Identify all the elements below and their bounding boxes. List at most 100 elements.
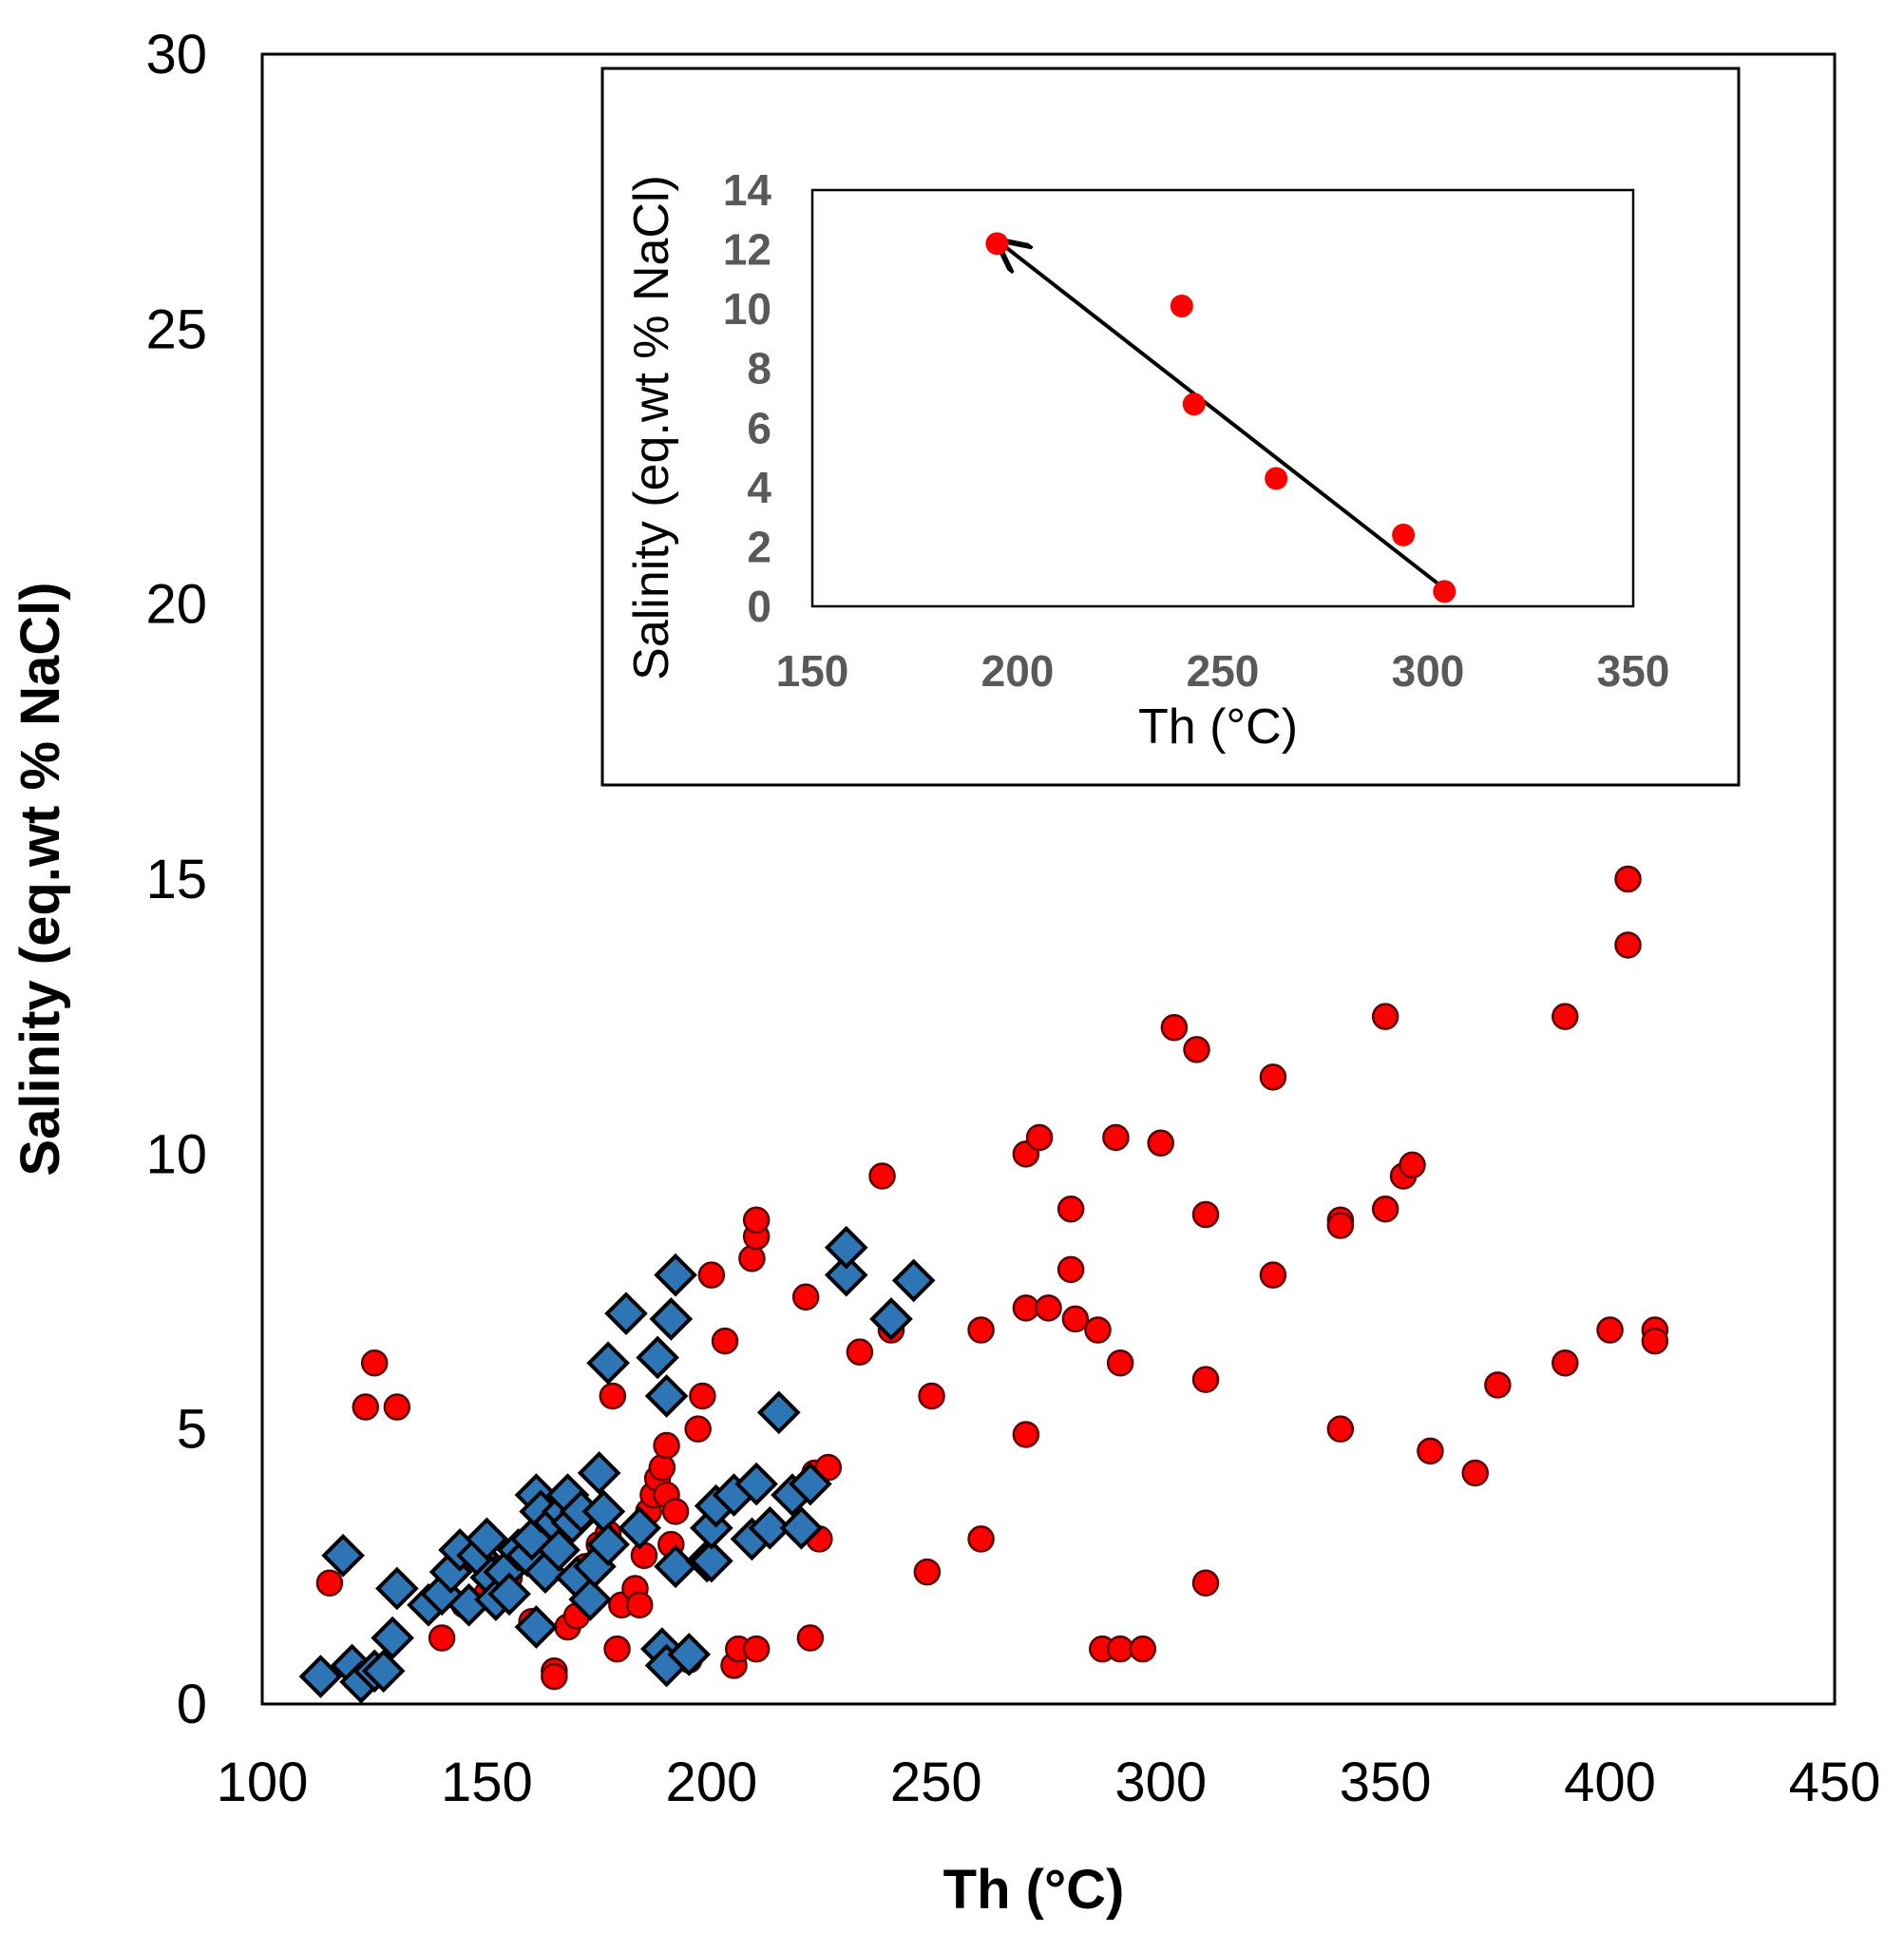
blue-data-point: [891, 1258, 936, 1303]
y-tick-label: 5: [177, 1399, 207, 1461]
x-tick-label: 100: [217, 1751, 309, 1813]
red-data-point: [689, 1382, 716, 1410]
red-data-point: [1259, 1063, 1287, 1091]
inset-data-point: [985, 232, 1009, 256]
y-tick-label: 20: [145, 574, 207, 636]
blue-data-point: [649, 1297, 694, 1341]
red-data-point: [1484, 1371, 1512, 1399]
red-data-point: [1399, 1151, 1426, 1179]
red-data-point: [1084, 1316, 1112, 1344]
red-data-point: [1102, 1123, 1130, 1152]
blue-data-point: [824, 1225, 868, 1270]
red-data-point: [1147, 1129, 1174, 1158]
blue-data-point: [514, 1605, 559, 1649]
y-tick-label: 0: [177, 1674, 207, 1735]
red-data-point: [1012, 1294, 1040, 1322]
red-data-point: [661, 1498, 690, 1525]
blue-data-point: [568, 1578, 613, 1621]
inset-y-tick-label: 10: [723, 284, 771, 334]
red-data-point: [630, 1541, 658, 1570]
inset-y-tick-label: 0: [747, 582, 771, 631]
red-data-point: [684, 1415, 712, 1443]
inset-y-tick-label: 12: [723, 225, 771, 275]
red-data-point: [1106, 1349, 1134, 1377]
red-data-point: [742, 1206, 771, 1234]
blue-data-point: [690, 1539, 733, 1583]
x-tick-label: 250: [890, 1751, 982, 1813]
x-tick-label: 150: [441, 1751, 533, 1813]
blue-data-point: [756, 1390, 801, 1435]
blue-data-point: [824, 1253, 868, 1297]
blue-data-point: [321, 1533, 365, 1578]
red-data-point: [1552, 1349, 1579, 1377]
blue-data-point: [586, 1341, 630, 1386]
red-data-point: [1641, 1327, 1669, 1355]
inset-x-tick-label: 150: [776, 646, 849, 696]
red-data-point: [1061, 1305, 1090, 1333]
red-data-point: [868, 1162, 896, 1190]
red-data-point: [1326, 1212, 1355, 1239]
blue-data-point: [618, 1505, 662, 1550]
red-data-point: [648, 1453, 676, 1482]
x-tick-label: 350: [1340, 1751, 1432, 1813]
blue-data-point: [465, 1517, 509, 1561]
blue-data-point: [636, 1335, 679, 1380]
red-data-point: [428, 1624, 456, 1652]
red-data-point: [1160, 1013, 1189, 1042]
red-data-point: [1461, 1459, 1489, 1487]
inset-plot-area: [810, 188, 1635, 608]
red-data-point: [603, 1635, 631, 1663]
red-data-point: [1025, 1123, 1054, 1152]
inset-x-tick-label: 300: [1392, 646, 1465, 696]
blue-data-point: [361, 1649, 406, 1694]
red-data-point: [1183, 1036, 1210, 1063]
red-data-point: [918, 1382, 945, 1410]
blue-data-point: [586, 1522, 630, 1567]
red-data-point: [738, 1245, 766, 1273]
x-axis-title: Th (°C): [943, 1859, 1125, 1921]
blue-data-point: [779, 1505, 824, 1550]
blue-data-point: [487, 1572, 531, 1617]
red-data-point: [967, 1316, 995, 1344]
y-tick-label: 30: [145, 24, 207, 86]
red-data-point: [1371, 1195, 1399, 1223]
blue-data-point: [577, 1451, 621, 1495]
red-data-point: [1552, 1003, 1579, 1030]
inset-x-tick-label: 250: [1187, 646, 1260, 696]
red-data-point: [1596, 1316, 1624, 1344]
red-data-point: [697, 1261, 726, 1289]
red-data-point: [1614, 865, 1642, 893]
red-data-point: [1106, 1635, 1134, 1663]
blue-data-point: [604, 1292, 648, 1335]
blue-data-point: [298, 1655, 343, 1698]
red-data-point: [1035, 1294, 1062, 1322]
red-data-point: [796, 1624, 825, 1652]
red-data-point: [1614, 931, 1642, 959]
inset-x-tick-label: 350: [1597, 646, 1670, 696]
red-data-point: [1191, 1366, 1220, 1393]
red-data-point: [1326, 1415, 1355, 1443]
y-axis-title: Salinity (eq.wt % NaCl): [10, 582, 71, 1176]
y-tick-label: 10: [145, 1123, 207, 1185]
inset-y-tick-label: 8: [747, 344, 771, 393]
red-data-point: [791, 1283, 820, 1311]
x-tick-label: 300: [1114, 1751, 1207, 1813]
red-data-point: [1259, 1261, 1287, 1289]
inset-trend-arrow: [1001, 243, 1442, 587]
red-data-point: [1057, 1195, 1085, 1223]
red-data-point: [653, 1431, 680, 1460]
red-data-point: [1371, 1003, 1399, 1030]
inset-data-point: [1392, 523, 1416, 546]
red-data-point: [1129, 1635, 1157, 1663]
x-tick-label: 400: [1564, 1751, 1656, 1813]
red-data-point: [352, 1393, 380, 1421]
inset-data-point: [1433, 580, 1457, 603]
inset-data-point: [1182, 392, 1206, 416]
red-data-point: [967, 1525, 995, 1553]
blue-data-point: [375, 1566, 419, 1611]
x-tick-label: 200: [665, 1751, 757, 1813]
blue-data-point: [654, 1253, 697, 1297]
blue-data-point: [748, 1505, 792, 1550]
red-data-point: [1191, 1569, 1220, 1597]
